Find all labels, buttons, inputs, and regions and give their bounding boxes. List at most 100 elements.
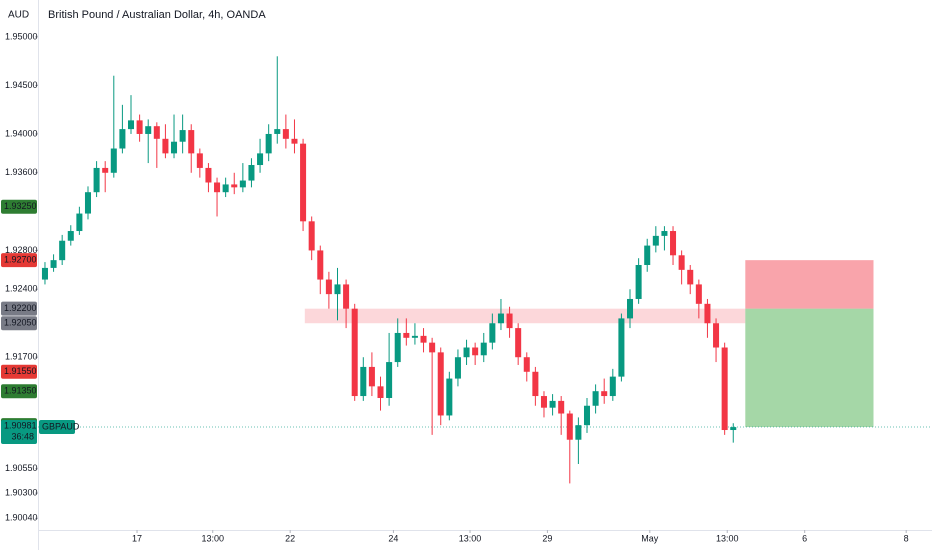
candle-body xyxy=(50,260,57,268)
x-tick-label: 8 xyxy=(904,533,909,543)
candle-body xyxy=(84,192,91,214)
candle-body xyxy=(446,378,453,416)
symbol-label: GBPAUD xyxy=(42,421,80,431)
candle-body xyxy=(618,318,625,377)
candle-body xyxy=(515,328,522,358)
last-price-label: 1.90981 xyxy=(4,420,37,430)
candle-body xyxy=(102,167,109,173)
candle-body xyxy=(171,141,178,154)
candle-body xyxy=(540,396,547,408)
price-badge-label: 1.91350 xyxy=(4,386,37,396)
candle-body xyxy=(386,362,393,398)
candle-body xyxy=(222,184,229,193)
candle-body xyxy=(248,165,255,181)
candle-body xyxy=(300,143,307,222)
x-tick-label: 13:00 xyxy=(716,533,739,543)
candle-body xyxy=(635,265,642,299)
chart-title: British Pound / Australian Dollar, 4h, O… xyxy=(48,9,266,21)
candle-body xyxy=(394,332,401,363)
candle-body xyxy=(454,357,461,379)
candle-body xyxy=(592,391,599,406)
zone xyxy=(745,260,874,309)
candle-body xyxy=(506,313,513,329)
zone xyxy=(304,308,746,324)
candle-body xyxy=(274,129,281,134)
candle-body xyxy=(291,138,298,144)
candle-body xyxy=(145,126,152,134)
candle-body xyxy=(214,182,221,193)
candle-body xyxy=(489,323,496,343)
candle-body xyxy=(661,231,668,236)
x-tick-label: 29 xyxy=(542,533,552,543)
x-tick-label: May xyxy=(641,533,659,543)
y-tick-label: 1.93600 xyxy=(5,167,38,177)
candle-body xyxy=(265,133,272,154)
candle-body xyxy=(687,269,694,285)
candle-body xyxy=(704,303,711,324)
candle-body xyxy=(463,347,470,358)
candle-body xyxy=(188,130,195,154)
zone xyxy=(745,308,874,428)
candle-body xyxy=(644,245,651,265)
y-tick-label: 1.92400 xyxy=(5,284,38,294)
price-badge xyxy=(1,199,37,214)
candle-body xyxy=(282,129,289,139)
x-tick-label: 17 xyxy=(132,533,142,543)
price-badge-label: 1.92700 xyxy=(4,255,37,265)
candle-body xyxy=(127,120,135,130)
candle-body xyxy=(721,347,728,431)
candle-body xyxy=(67,231,74,241)
candle-body xyxy=(497,313,504,324)
price-badge-label: 1.92050 xyxy=(4,318,37,328)
candle-body xyxy=(403,332,410,338)
y-tick-label: 1.94500 xyxy=(5,80,38,90)
candle-body xyxy=(325,279,332,295)
candle-body xyxy=(670,231,677,256)
y-tick-label: 1.90300 xyxy=(5,487,38,497)
candle-body xyxy=(549,400,556,408)
countdown: 36:48 xyxy=(11,431,34,441)
candle-body xyxy=(532,371,539,397)
candle-body xyxy=(480,342,487,356)
candle-body xyxy=(472,347,479,356)
candle-body xyxy=(429,342,436,353)
candle-body xyxy=(257,153,264,166)
candle-body xyxy=(110,148,117,173)
candle-body xyxy=(601,391,608,397)
candle-body xyxy=(41,267,48,280)
candle-body xyxy=(76,213,83,232)
y-tick-label: 1.90550 xyxy=(5,463,38,473)
y-tick-label: 1.91700 xyxy=(5,352,38,362)
x-tick-label: 24 xyxy=(388,533,398,543)
candle-body xyxy=(59,240,66,261)
candle-body xyxy=(713,323,720,348)
y-tick-label: 1.94000 xyxy=(5,128,38,138)
price-badge xyxy=(1,384,37,399)
candle-body xyxy=(558,400,565,414)
candle-body xyxy=(317,250,324,280)
y-tick-label: 1.92800 xyxy=(5,245,38,255)
candle-body xyxy=(420,335,427,343)
candle-body xyxy=(411,335,418,338)
price-badge-label: 1.92200 xyxy=(4,303,37,313)
candle-body xyxy=(196,153,203,168)
candle-body xyxy=(368,366,375,387)
candle-body xyxy=(239,180,246,188)
candle-body xyxy=(93,167,100,193)
candle-body xyxy=(231,184,238,188)
candle-body xyxy=(583,405,591,426)
price-badge-label: 1.91550 xyxy=(4,366,37,376)
candle-body xyxy=(162,138,169,154)
candle-body xyxy=(575,425,582,440)
candle-body xyxy=(437,352,444,416)
candle-body xyxy=(153,126,160,139)
x-tick-label: 13:00 xyxy=(459,533,482,543)
candle-body xyxy=(523,357,530,372)
candle-body xyxy=(360,366,367,397)
candle-body xyxy=(351,308,358,397)
candle-body xyxy=(179,130,186,142)
candle-body xyxy=(566,413,573,440)
